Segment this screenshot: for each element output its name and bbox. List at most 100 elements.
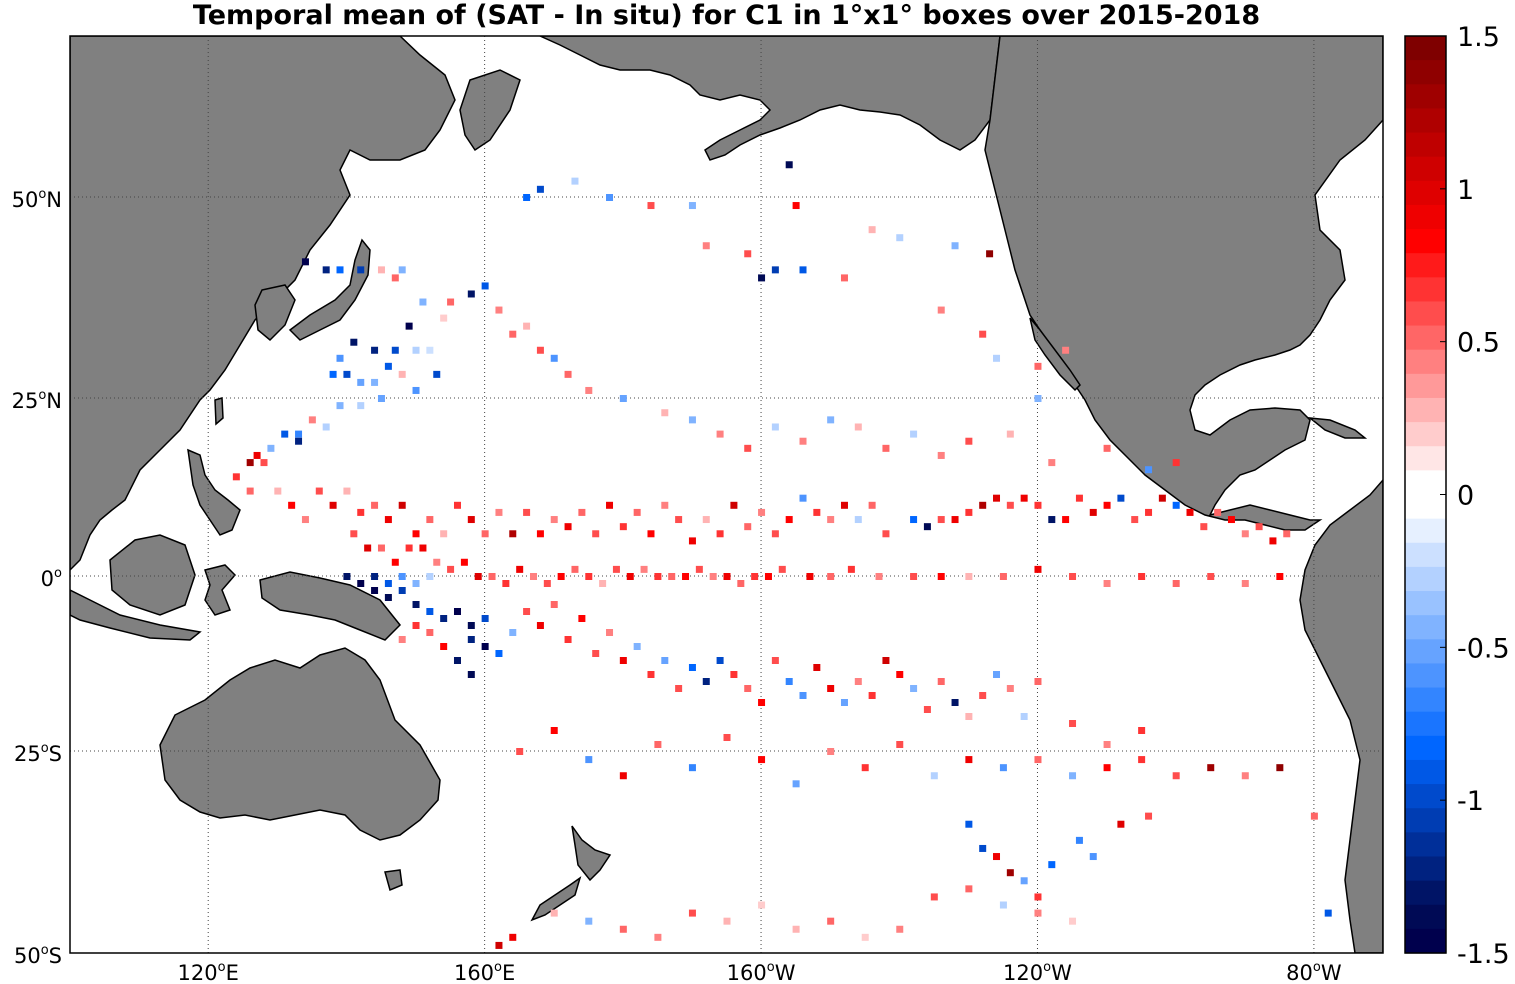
data-cell bbox=[412, 580, 420, 587]
data-cell bbox=[357, 508, 365, 516]
data-cell bbox=[999, 901, 1007, 909]
data-cell bbox=[1276, 573, 1284, 580]
data-cell bbox=[1048, 516, 1056, 524]
data-cell bbox=[827, 685, 835, 692]
data-cell bbox=[716, 530, 724, 538]
data-cell bbox=[937, 678, 945, 685]
data-cell bbox=[426, 608, 434, 615]
data-cell bbox=[384, 516, 392, 524]
data-cell bbox=[343, 370, 351, 378]
baja-california bbox=[1029, 317, 1081, 392]
data-cell bbox=[295, 437, 303, 445]
data-cell bbox=[398, 573, 406, 580]
data-cell bbox=[716, 657, 724, 664]
data-cell bbox=[633, 643, 641, 650]
data-cell bbox=[979, 692, 987, 699]
data-cell bbox=[861, 933, 869, 941]
japan-islands bbox=[288, 238, 371, 341]
data-cell bbox=[1283, 530, 1291, 538]
data-cell bbox=[709, 573, 717, 580]
data-cell bbox=[536, 622, 544, 629]
data-cell bbox=[647, 530, 655, 538]
data-cell bbox=[460, 558, 468, 566]
data-cell bbox=[1117, 494, 1125, 502]
data-cell bbox=[792, 780, 800, 788]
latitude-label: 25oN bbox=[12, 388, 62, 413]
colorbar-segment bbox=[1405, 470, 1446, 496]
data-cell bbox=[599, 580, 607, 587]
data-cell bbox=[336, 354, 344, 362]
data-cell bbox=[1158, 494, 1166, 502]
data-cell bbox=[827, 416, 835, 424]
colorbar-segment bbox=[1405, 132, 1446, 158]
data-cell bbox=[246, 459, 254, 467]
data-cell bbox=[937, 451, 945, 459]
data-cell bbox=[433, 370, 441, 378]
data-cell bbox=[1214, 508, 1222, 516]
data-cell bbox=[564, 636, 572, 643]
colorbar-segment bbox=[1405, 325, 1446, 351]
data-cell bbox=[426, 346, 434, 354]
data-cell bbox=[785, 516, 793, 524]
sulawesi bbox=[204, 564, 237, 616]
data-cell bbox=[488, 573, 496, 580]
colorbar-tick-labels: 1.5 1 0.5 0 -0.5 -1 -1.5 bbox=[1440, 22, 1510, 970]
data-cell bbox=[999, 764, 1007, 772]
data-cell bbox=[744, 523, 752, 531]
colorbar-segment bbox=[1405, 928, 1446, 954]
data-cell bbox=[474, 573, 482, 580]
new-guinea bbox=[259, 571, 402, 641]
data-cell bbox=[861, 764, 869, 772]
data-cell bbox=[1103, 764, 1111, 772]
data-cell bbox=[1020, 713, 1028, 720]
data-cell bbox=[723, 917, 731, 925]
data-cell bbox=[854, 678, 862, 685]
data-cell bbox=[391, 274, 399, 282]
borneo bbox=[109, 534, 196, 616]
data-cell bbox=[1103, 444, 1111, 452]
data-cell bbox=[495, 650, 503, 657]
data-cell bbox=[979, 501, 987, 509]
data-cell bbox=[1138, 756, 1146, 764]
data-cell bbox=[640, 565, 648, 573]
data-cell bbox=[308, 416, 316, 424]
data-cell bbox=[357, 378, 365, 386]
colorbar-tick-label: -1.5 bbox=[1457, 939, 1510, 970]
data-cell bbox=[1034, 395, 1042, 402]
colorbar-segment bbox=[1405, 204, 1446, 230]
data-cell bbox=[530, 573, 538, 580]
data-cell bbox=[364, 544, 372, 552]
colorbar-tick-label: 0 bbox=[1457, 481, 1474, 512]
data-cell bbox=[495, 941, 503, 949]
data-cell bbox=[371, 573, 379, 580]
longitude-label: 80oW bbox=[1286, 960, 1342, 984]
data-cell bbox=[868, 226, 876, 234]
data-cell bbox=[467, 622, 475, 629]
data-cell bbox=[391, 558, 399, 566]
data-cell bbox=[771, 657, 779, 664]
data-cell bbox=[682, 573, 690, 580]
data-cell bbox=[357, 266, 365, 274]
colorbar-segment bbox=[1405, 832, 1446, 858]
data-cell bbox=[536, 530, 544, 538]
data-cell bbox=[993, 494, 1001, 502]
data-cell bbox=[371, 587, 379, 594]
south-america bbox=[1299, 478, 1383, 953]
data-cell bbox=[564, 370, 572, 378]
data-cell bbox=[840, 699, 848, 706]
data-cell bbox=[1062, 516, 1070, 524]
data-cell bbox=[253, 451, 261, 459]
data-cell bbox=[481, 643, 489, 650]
data-cell bbox=[543, 580, 551, 587]
data-cell bbox=[412, 601, 420, 608]
data-cell bbox=[965, 885, 973, 893]
data-cell bbox=[993, 354, 1001, 362]
data-cell bbox=[993, 671, 1001, 678]
data-cell bbox=[896, 234, 904, 242]
land-masses bbox=[70, 36, 1383, 953]
data-cell bbox=[965, 573, 973, 580]
data-cell bbox=[1207, 573, 1215, 580]
data-cell bbox=[426, 516, 434, 524]
data-cell bbox=[1034, 893, 1042, 901]
data-cell bbox=[799, 692, 807, 699]
